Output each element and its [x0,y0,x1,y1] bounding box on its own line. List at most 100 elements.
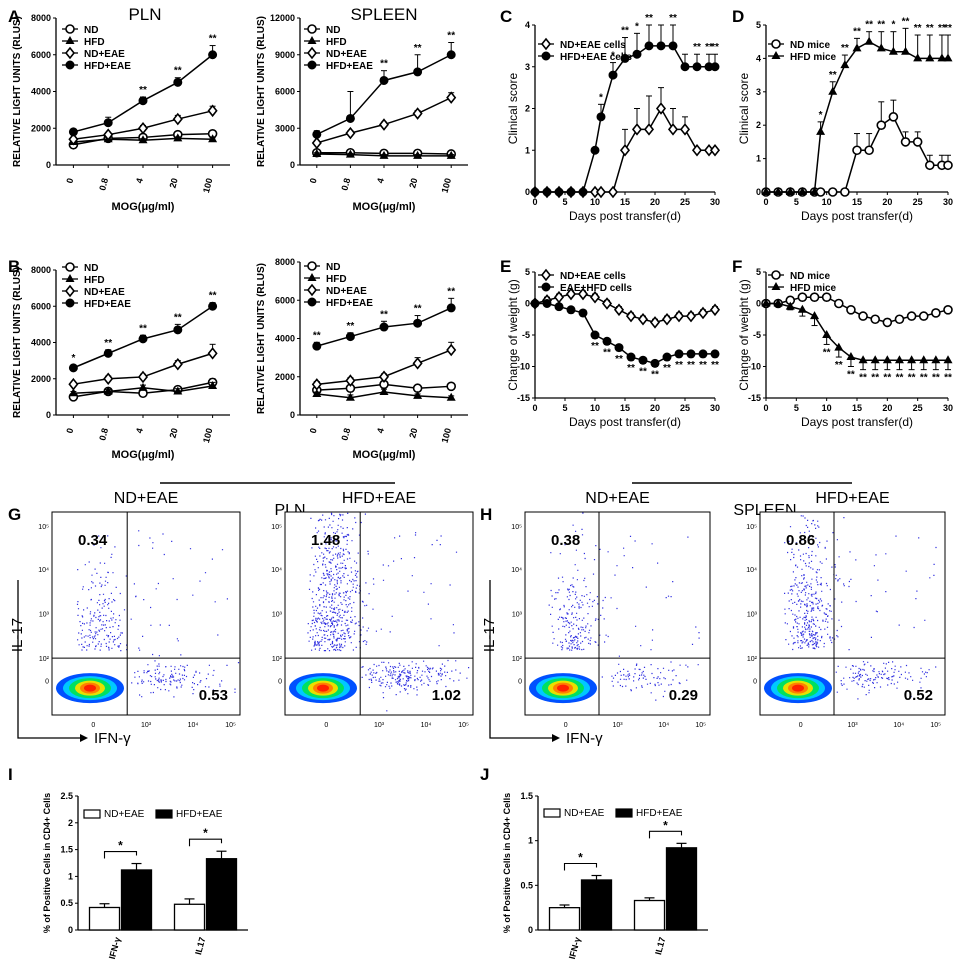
data-point [638,355,648,365]
legend-label: HFD [326,37,347,48]
flow-y-tick: 10³ [747,612,758,619]
data-point [446,303,456,313]
bar [88,906,121,931]
x-tick-label: 100 [201,427,215,444]
data-point [894,355,904,364]
flow-y-tick: 10³ [512,612,523,619]
data-point [674,349,684,359]
data-point [810,311,820,320]
y-tick-label: 1 [68,871,73,881]
density-contour [317,684,329,692]
data-point [137,370,149,384]
y-axis-label: RELATIVE LIGHT UNITS (RLUS) [12,16,23,167]
data-point [931,308,941,318]
data-point [846,352,856,361]
data-point [901,46,911,55]
y-tick-label: 0 [46,160,51,170]
significance-mark: * [611,51,615,62]
significance-mark: ** [603,347,611,358]
x-tick-label: 25 [913,403,923,413]
data-point [821,292,832,303]
legend-label: HFD mice [790,283,837,294]
flow-axis-arrow [17,580,80,739]
data-point [345,126,356,140]
bar [205,858,238,931]
data-point [172,112,183,126]
data-point [345,392,355,401]
y-tick-label: -5 [753,330,761,340]
chart-b-left: 0 2000 4000 6000 8000 0 0.8 4 20 100 MOG(μg/ml) REL… [12,262,230,461]
data-point [698,349,708,359]
data-point [894,314,905,325]
x-tick-label: 10 [590,197,600,207]
significance-mark: ** [313,330,321,341]
flow-x-axis-label: IFN-γ [94,730,131,747]
legend-label: HFD [84,37,105,48]
data-point [679,123,691,136]
x-tick-label: 30 [943,403,953,413]
significance-mark: ** [859,373,867,384]
significance-bracket [103,850,138,859]
panel-letter-e: E [500,257,511,276]
flow-y-tick: 0 [278,678,282,685]
data-point [103,128,114,141]
data-point [413,318,423,328]
y-axis-label: RELATIVE LIGHT UNITS (RLUS) [256,16,267,167]
legend-marker [541,51,551,61]
y-tick-label: 5 [756,20,761,30]
significance-mark: ** [104,338,112,349]
data-point [828,86,838,95]
significance-bracket [563,862,598,871]
flow-y-axis-label: IL-17 [481,618,498,652]
chart-j-bars: 0 0.5 1 1.5 % of Positive Cells in CD4+ Cell… [502,791,708,960]
data-point [413,150,423,159]
significance-mark: ** [883,373,891,384]
x-tick-label: 0 [763,403,768,413]
data-point [412,357,423,370]
x-tick-label: 0 [308,427,319,434]
data-point [530,187,540,197]
flow-y-tick: 0 [753,678,757,685]
significance-mark: ** [669,13,677,24]
x-tick-label: 0.8 [97,177,110,192]
significance-mark: ** [865,20,873,31]
data-point [852,145,862,156]
data-point [207,347,218,360]
legend-label: ND+EAE [564,808,605,819]
legend-label: ND+EAE cells [560,271,626,282]
data-point [378,370,390,384]
legend-marker [64,284,76,298]
data-point [888,46,898,55]
flow-y-tick: 10² [272,656,283,663]
data-point [590,330,600,340]
x-tick-label: 15 [620,403,630,413]
legend-swatch [155,809,173,819]
legend-label: HFD+EAE [84,61,131,72]
data-point [913,53,923,62]
legend-label: ND+EAE cells [560,40,626,51]
y-axis-label: Clinical score [737,72,751,144]
x-tick-label: IFN-γ [107,936,122,960]
chart-a-spleen: 0 3000 6000 9000 12000 0 0.8 4 20 100 SPLEEN MOG(μg… [256,5,468,213]
data-point [103,372,114,386]
legend-label: HFD+EAE [176,809,223,820]
x-tick-label: 0.8 [339,177,352,192]
data-point [709,143,721,157]
data-point [673,309,685,323]
x-tick-label: IL17 [193,936,207,956]
significance-mark: * [203,826,208,840]
x-tick-label: 30 [710,403,720,413]
data-point [822,330,832,338]
data-point [852,43,862,52]
data-point [601,297,613,310]
data-point [613,303,625,317]
arrow-head-icon [552,734,560,742]
significance-mark: * [118,839,123,853]
legend-label: ND mice [790,40,830,51]
series-line [766,296,949,324]
x-tick-label: 4 [134,177,145,184]
significance-mark: ** [693,42,701,53]
data-point [446,91,457,104]
x-tick-label: 0 [64,177,75,184]
